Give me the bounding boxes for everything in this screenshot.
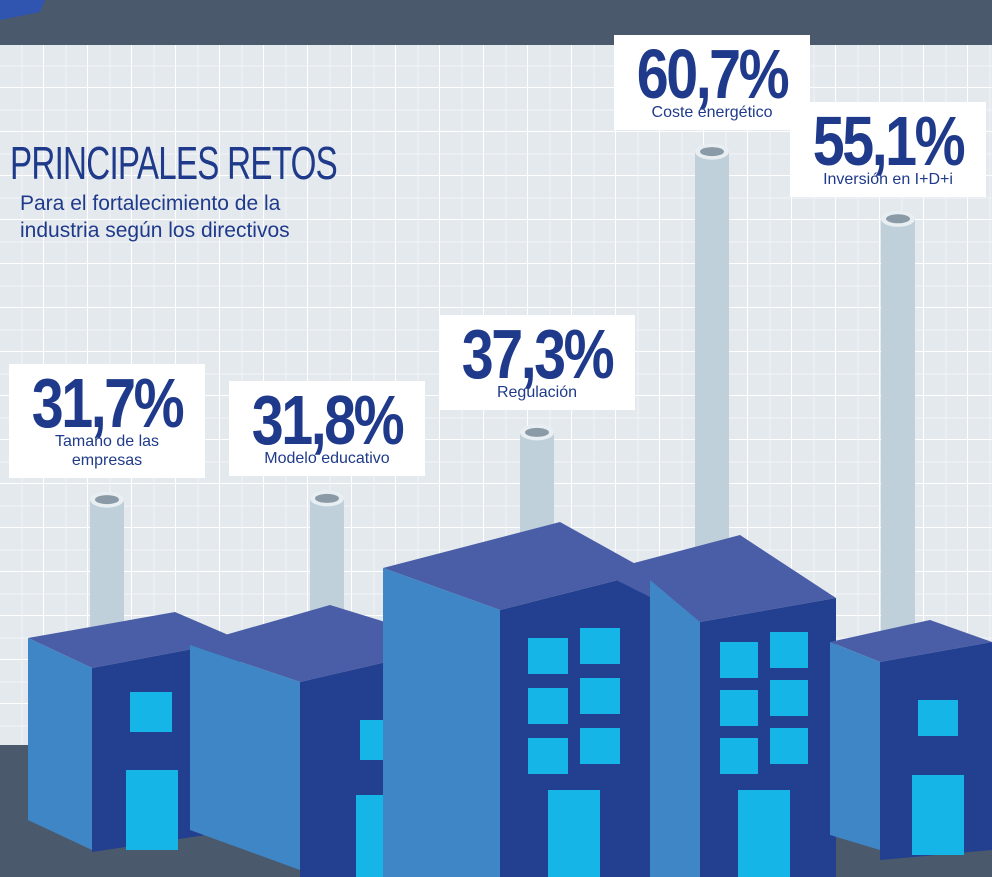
chimney-hole [525, 427, 549, 437]
title: PRINCIPALES RETOS [10, 137, 338, 189]
value-label: 60,7% [636, 34, 790, 113]
value-label: 31,8% [251, 381, 405, 460]
category-label: Inversión en I+D+i [823, 170, 953, 188]
corner [0, 0, 45, 20]
chimney [90, 499, 124, 640]
label-box: 60,7% Coste energético [614, 34, 810, 130]
top-band [0, 0, 992, 45]
value-label: 55,1% [812, 101, 966, 180]
category-label: Coste energético [651, 103, 773, 121]
buildings [28, 522, 992, 877]
value-label: 37,3% [461, 315, 615, 394]
category-label: Tamaño de las empresas [54, 432, 160, 469]
value-label: 31,7% [31, 363, 185, 442]
label-box: 31,7% Tamaño de las empresas [9, 363, 205, 478]
chimney [881, 218, 915, 661]
chimney-hole [700, 147, 724, 157]
chimney [695, 151, 729, 590]
label-box: 37,3% Regulación [439, 315, 635, 411]
subtitle: Para el fortalecimiento de la industria … [20, 192, 290, 242]
label-box: 31,8% Modelo educativo [229, 381, 425, 477]
label-box: 55,1% Inversión en I+D+i [790, 101, 986, 197]
category-label: Modelo educativo [264, 450, 390, 468]
chimney-hole [886, 214, 910, 224]
category-label: Regulación [496, 384, 578, 402]
chimney-hole [315, 493, 339, 503]
chimney-hole [95, 495, 119, 505]
